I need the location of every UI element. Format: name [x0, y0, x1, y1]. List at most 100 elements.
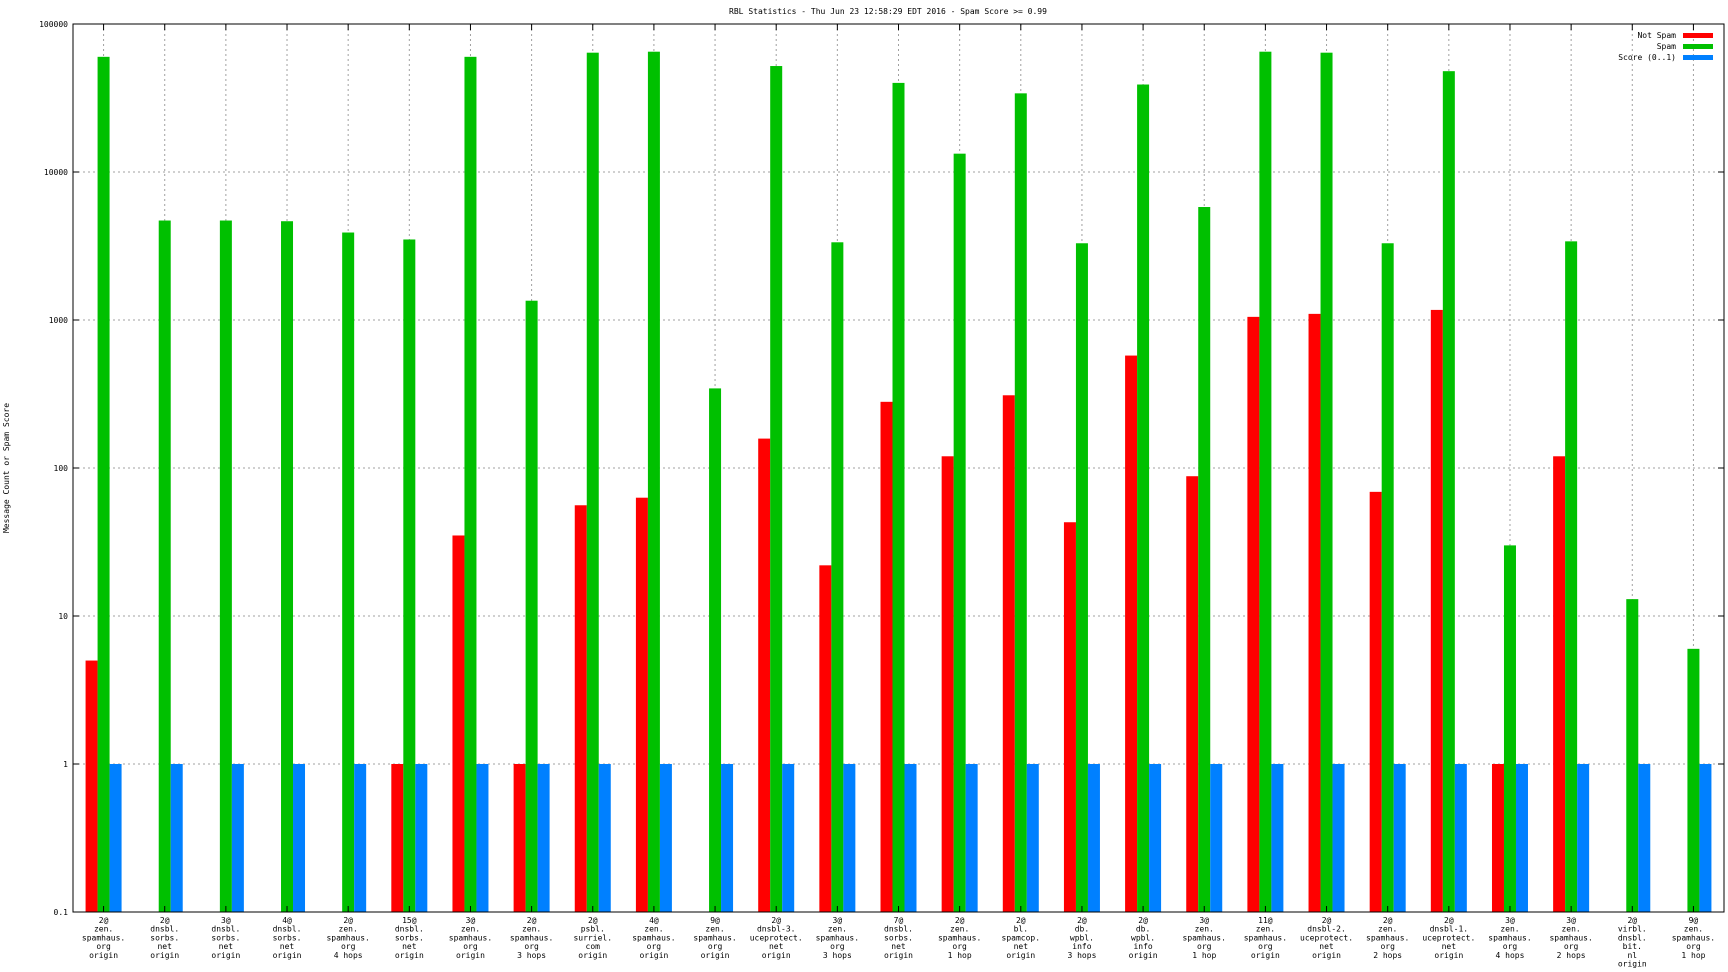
- bar-not-spam: [1369, 491, 1382, 912]
- x-category-label-line: org: [1564, 942, 1579, 951]
- x-category-label-line: origin: [1312, 951, 1341, 960]
- x-category-label-line: org: [647, 942, 662, 951]
- bar-spam: [586, 52, 599, 912]
- x-category-label-line: org: [1197, 942, 1212, 951]
- bar-spam: [1503, 545, 1516, 912]
- x-category-label-line: org: [96, 942, 111, 951]
- x-category-label-line: 4 hops: [1496, 951, 1525, 960]
- bar-score-0-1: [1026, 764, 1039, 912]
- x-category-label-line: net: [280, 942, 295, 951]
- x-category-label-line: spamhaus.: [1183, 933, 1226, 942]
- x-category-label: 3@ zen. spamhaus. org 4 hops: [1488, 916, 1531, 960]
- bar-score-0-1: [1087, 764, 1100, 912]
- bar-score-0-1: [843, 764, 856, 912]
- x-category-label-line: 2@: [99, 916, 109, 925]
- x-category-label-line: origin: [639, 951, 668, 960]
- x-category-label-line: spamhaus.: [1672, 933, 1715, 942]
- x-category-label-line: sorbs.: [150, 933, 179, 942]
- x-category-label-line: dnsbl.: [1618, 933, 1647, 942]
- x-category-label-line: nl: [1627, 951, 1637, 960]
- x-category-label-line: info: [1072, 942, 1091, 951]
- x-category-label-line: 2@: [1444, 916, 1454, 925]
- x-category-label-line: virbl.: [1618, 925, 1647, 934]
- x-category-label-line: net: [1014, 942, 1029, 951]
- bar-spam: [709, 388, 722, 912]
- bar-spam: [1137, 84, 1150, 912]
- bar-not-spam: [1125, 355, 1138, 912]
- x-category-label-line: 2@: [588, 916, 598, 925]
- x-category-label-line: dnsbl-3.: [757, 925, 796, 934]
- bar-score-0-1: [354, 764, 367, 912]
- x-category-label-line: net: [891, 942, 906, 951]
- bar-score-0-1: [782, 764, 795, 912]
- x-category-label-line: zen.: [461, 925, 480, 934]
- bar-spam: [342, 232, 355, 912]
- x-category-label-line: 4@: [649, 916, 659, 925]
- x-category-label: 3@ zen. spamhaus. org origin: [449, 916, 492, 960]
- bar-score-0-1: [1515, 764, 1528, 912]
- x-category-label-line: dnsbl.: [211, 925, 240, 934]
- bar-score-0-1: [293, 764, 306, 912]
- bars-group: [85, 51, 1712, 913]
- x-category-label-line: 3@: [833, 916, 843, 925]
- x-category-label-line: net: [402, 942, 417, 951]
- bar-score-0-1: [1699, 764, 1712, 912]
- y-tick-label: 0.1: [54, 908, 69, 917]
- bar-not-spam: [574, 505, 587, 912]
- bar-spam: [1320, 52, 1333, 912]
- bar-spam: [647, 51, 660, 912]
- y-tick-label: 1: [63, 760, 68, 769]
- x-category-label-line: sorbs.: [395, 933, 424, 942]
- bar-score-0-1: [659, 764, 672, 912]
- x-category-label: 4@ dnsbl. sorbs. net origin: [273, 916, 302, 960]
- x-category-label-line: psbl.: [581, 925, 605, 934]
- bar-spam: [1442, 71, 1455, 913]
- x-category-label-line: org: [708, 942, 723, 951]
- x-category-label-line: 3@: [1505, 916, 1515, 925]
- bar-score-0-1: [1210, 764, 1223, 912]
- bar-not-spam: [391, 764, 404, 912]
- x-category-label-line: origin: [884, 951, 913, 960]
- legend-entry-label: Spam: [1657, 42, 1676, 51]
- x-category-label: 9@ zen. spamhaus. org 1 hop: [1672, 916, 1715, 960]
- bar-score-0-1: [1577, 764, 1590, 912]
- bar-score-0-1: [415, 764, 428, 912]
- x-category-label: 3@ zen. spamhaus. org 3 hops: [816, 916, 859, 960]
- x-category-label-line: 9@: [1689, 916, 1699, 925]
- x-category-label-line: wpbl.: [1070, 933, 1094, 942]
- bar-spam: [892, 82, 905, 912]
- bar-score-0-1: [170, 764, 183, 912]
- x-category-label: 2@ psbl. surriel. com origin: [573, 916, 612, 960]
- x-category-label-line: 1 hop: [948, 951, 972, 960]
- bar-score-0-1: [1454, 764, 1467, 912]
- x-category-label: 11@ zen. spamhaus. org origin: [1244, 916, 1287, 960]
- x-category-label-line: zen.: [1195, 925, 1214, 934]
- x-category-label-line: origin: [150, 951, 179, 960]
- x-category-label: 9@ zen. spamhaus. org origin: [693, 916, 736, 960]
- x-category-label-line: 2@: [527, 916, 537, 925]
- x-category-label: 7@ dnsbl. sorbs. net origin: [884, 916, 913, 960]
- bar-not-spam: [85, 660, 98, 912]
- bar-score-0-1: [109, 764, 122, 912]
- bar-score-0-1: [721, 764, 734, 912]
- x-category-label: 2@ zen. spamhaus. org origin: [82, 916, 125, 960]
- y-tick-label: 10: [58, 612, 68, 621]
- y-tick-label: 100000: [39, 20, 68, 29]
- x-category-label: 3@ dnsbl. sorbs. net origin: [211, 916, 240, 960]
- x-category-label-line: origin: [211, 951, 240, 960]
- x-category-label-line: 2@: [771, 916, 781, 925]
- x-category-label-line: com: [586, 942, 601, 951]
- x-category-label-line: net: [157, 942, 172, 951]
- bar-not-spam: [452, 535, 465, 912]
- bar-spam: [1565, 241, 1578, 912]
- y-tick-label: 100: [54, 464, 69, 473]
- x-category-label-line: dnsbl.: [884, 925, 913, 934]
- x-category-label-line: uceprotect.: [750, 933, 803, 942]
- x-category-label-line: origin: [395, 951, 424, 960]
- x-category-label-line: origin: [578, 951, 607, 960]
- x-category-label-line: surriel.: [573, 933, 612, 942]
- bar-spam: [1014, 93, 1027, 912]
- x-category-label-line: origin: [762, 951, 791, 960]
- x-category-label-line: net: [1442, 942, 1457, 951]
- x-category-label-line: uceprotect.: [1300, 933, 1353, 942]
